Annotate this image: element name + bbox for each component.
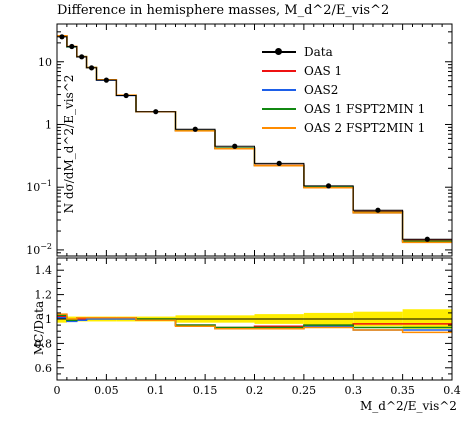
- data-point: [88, 65, 95, 71]
- data-point: [192, 126, 198, 132]
- legend-swatch-oas1-fspt2min1: [262, 103, 296, 115]
- chart-title-text: Difference in hemisphere masses, M_d^2/E…: [57, 3, 390, 18]
- x-axis-label-text: M_d^2/E_vis^2: [360, 399, 457, 413]
- x-tick-label: 0.1: [147, 384, 165, 397]
- data-point: [424, 236, 430, 242]
- ratio-tick-label: 0.8: [35, 337, 53, 350]
- y-axis-label-text: N dσ/dM_d^2/E_vis^2: [62, 74, 76, 214]
- legend: Data OAS 1 OAS2 OAS 1 FSPT2MIN 1 OAS 2 F…: [262, 42, 425, 137]
- x-tick-label: 0.3: [345, 384, 363, 397]
- legend-label-oas2-fspt2min1: OAS 2 FSPT2MIN 1: [304, 120, 426, 135]
- data-point: [325, 183, 332, 189]
- ratio-y-axis-label: MC/Data: [32, 288, 46, 368]
- data-point: [276, 160, 282, 166]
- data-point: [232, 143, 238, 149]
- x-tick-label: 0.15: [193, 384, 218, 397]
- ratio-tick-label: 1: [45, 313, 52, 326]
- data-point: [123, 92, 129, 99]
- legend-label-oas1: OAS 1: [304, 63, 343, 78]
- data-point: [69, 43, 75, 50]
- legend-swatch-oas2: [262, 84, 296, 96]
- legend-entry-oas1: OAS 1: [262, 61, 425, 80]
- ratio-tick-label: 1.2: [35, 289, 53, 302]
- x-axis-label: M_d^2/E_vis^2: [360, 399, 457, 413]
- legend-swatch-data: [262, 46, 296, 58]
- ratio-tick-label: 0.6: [35, 362, 53, 375]
- legend-label-oas2: OAS2: [304, 82, 339, 97]
- x-tick-label: 0.2: [246, 384, 264, 397]
- data-point: [59, 34, 65, 40]
- data-point: [79, 54, 85, 60]
- x-tick-label: 0.25: [292, 384, 317, 397]
- ratio-y-axis-label-text: MC/Data: [32, 300, 46, 356]
- data-point: [153, 109, 159, 115]
- ratio-line-oas-2-fspt2min-1: [57, 313, 452, 334]
- y-tick-label: 10−1: [26, 179, 52, 194]
- x-tick-label: 0: [54, 384, 61, 397]
- legend-swatch-oas2-fspt2min1: [262, 122, 296, 134]
- x-tick-label: 0.35: [390, 384, 415, 397]
- y-tick-label: 1: [45, 118, 52, 131]
- y-tick-label: 10−2: [26, 242, 52, 257]
- legend-entry-oas1-fspt2min1: OAS 1 FSPT2MIN 1: [262, 99, 425, 118]
- y-tick-label: 10: [38, 56, 52, 69]
- x-tick-label: 0.4: [443, 384, 461, 397]
- legend-entry-oas2: OAS2: [262, 80, 425, 99]
- data-point: [375, 207, 381, 213]
- chart-title: Difference in hemisphere masses, M_d^2/E…: [57, 3, 389, 18]
- legend-entry-data: Data: [262, 42, 425, 61]
- data-point: [103, 77, 109, 83]
- legend-swatch-oas1: [262, 65, 296, 77]
- legend-label-data: Data: [304, 44, 333, 59]
- legend-label-oas1-fspt2min1: OAS 1 FSPT2MIN 1: [304, 101, 426, 116]
- x-tick-label: 0.05: [94, 384, 119, 397]
- ratio-tick-label: 1.4: [35, 264, 53, 277]
- y-axis-label: N dσ/dM_d^2/E_vis^2: [62, 74, 76, 214]
- legend-entry-oas2-fspt2min1: OAS 2 FSPT2MIN 1: [262, 118, 425, 137]
